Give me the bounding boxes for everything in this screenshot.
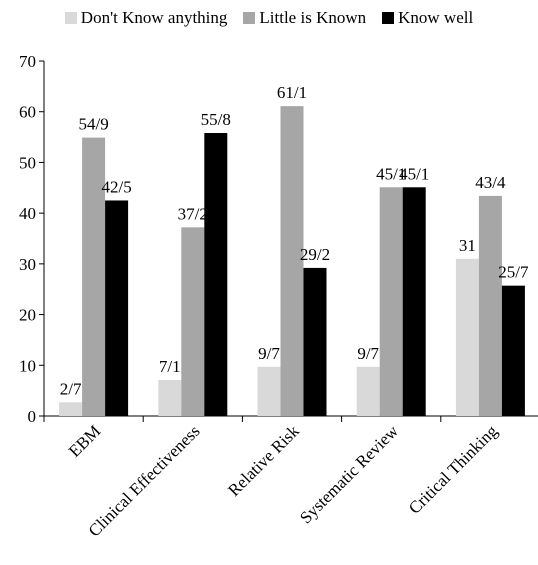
data-label: 43/4 bbox=[475, 173, 506, 192]
data-label: 55/8 bbox=[201, 110, 231, 129]
bar bbox=[303, 267, 327, 416]
data-label: 25/7 bbox=[498, 263, 529, 282]
data-label: 42/5 bbox=[101, 177, 131, 196]
data-label: 31 bbox=[459, 236, 476, 255]
y-tick-label: 60 bbox=[19, 103, 36, 122]
bar bbox=[478, 195, 502, 416]
legend-swatch-little-known bbox=[243, 12, 256, 24]
y-tick-label: 50 bbox=[19, 153, 36, 172]
bar bbox=[501, 285, 525, 416]
x-tick-label: EBM bbox=[65, 421, 104, 460]
bar bbox=[59, 402, 83, 416]
bar bbox=[280, 106, 304, 416]
data-label: 9/7 bbox=[258, 344, 280, 363]
y-tick-label: 0 bbox=[28, 407, 37, 426]
data-label: 61/1 bbox=[277, 83, 307, 102]
x-tick-label: Systematic Review bbox=[296, 421, 402, 527]
bar bbox=[82, 137, 106, 417]
y-tick-label: 40 bbox=[19, 204, 36, 223]
data-label: 9/7 bbox=[357, 344, 379, 363]
bar bbox=[379, 187, 403, 416]
y-tick-label: 30 bbox=[19, 255, 36, 274]
bar bbox=[257, 366, 281, 416]
y-tick-label: 10 bbox=[19, 356, 36, 375]
legend-item-dont-know: Don't Know anything bbox=[64, 8, 228, 28]
bar bbox=[356, 366, 380, 416]
data-label: 2/7 bbox=[60, 379, 82, 398]
y-tick-label: 70 bbox=[19, 52, 36, 71]
legend-label-know-well: Know well bbox=[398, 8, 474, 27]
legend: Don't Know anything Little is Known Know… bbox=[0, 6, 538, 30]
bar bbox=[105, 200, 129, 416]
y-tick-label: 20 bbox=[19, 306, 36, 325]
data-label: 54/9 bbox=[78, 115, 108, 134]
x-tick-label: Critical Thinking bbox=[405, 421, 502, 518]
x-tick-label: Clinical Effectiveness bbox=[85, 421, 204, 540]
bar bbox=[181, 227, 205, 416]
bar bbox=[204, 133, 228, 416]
bar bbox=[158, 379, 182, 416]
data-label: 45/1 bbox=[376, 164, 406, 183]
legend-item-little-known: Little is Known bbox=[243, 8, 366, 28]
bar bbox=[455, 258, 479, 416]
legend-swatch-dont-know bbox=[64, 12, 77, 24]
legend-swatch-know-well bbox=[382, 12, 395, 24]
legend-label-little-known: Little is Known bbox=[259, 8, 367, 27]
data-label: 45/1 bbox=[399, 164, 429, 183]
bar bbox=[402, 187, 426, 416]
data-label: 7/1 bbox=[159, 357, 181, 376]
data-label: 37/2 bbox=[178, 204, 208, 223]
x-tick-label: Relative Risk bbox=[224, 421, 303, 500]
legend-item-know-well: Know well bbox=[382, 8, 473, 28]
legend-label-dont-know: Don't Know anything bbox=[80, 8, 228, 27]
data-label: 29/2 bbox=[300, 245, 330, 264]
